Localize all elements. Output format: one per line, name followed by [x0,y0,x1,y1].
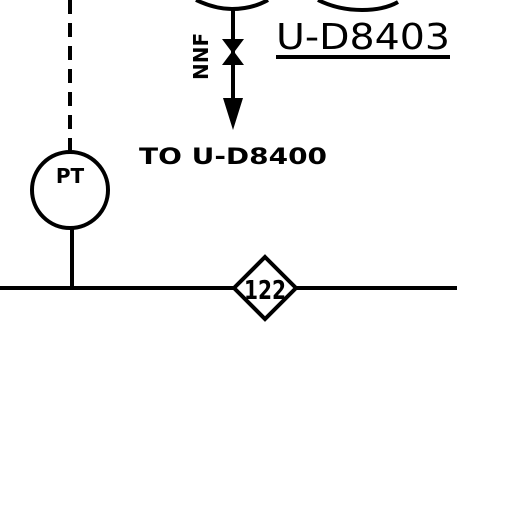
vessel-outline-left [195,0,269,12]
equipment-tag: U-D8403 [276,17,450,58]
destination-label: TO U-D8400 [139,145,327,170]
flow-arrow-icon [223,98,243,130]
instrument-tag: PT [56,164,85,188]
gate-valve-icon [222,39,244,65]
line-marker-number: 122 [244,276,286,306]
vessel-outline-right [317,0,399,13]
valve-label: NNF [189,33,213,80]
line-marker-diamond [231,254,299,322]
